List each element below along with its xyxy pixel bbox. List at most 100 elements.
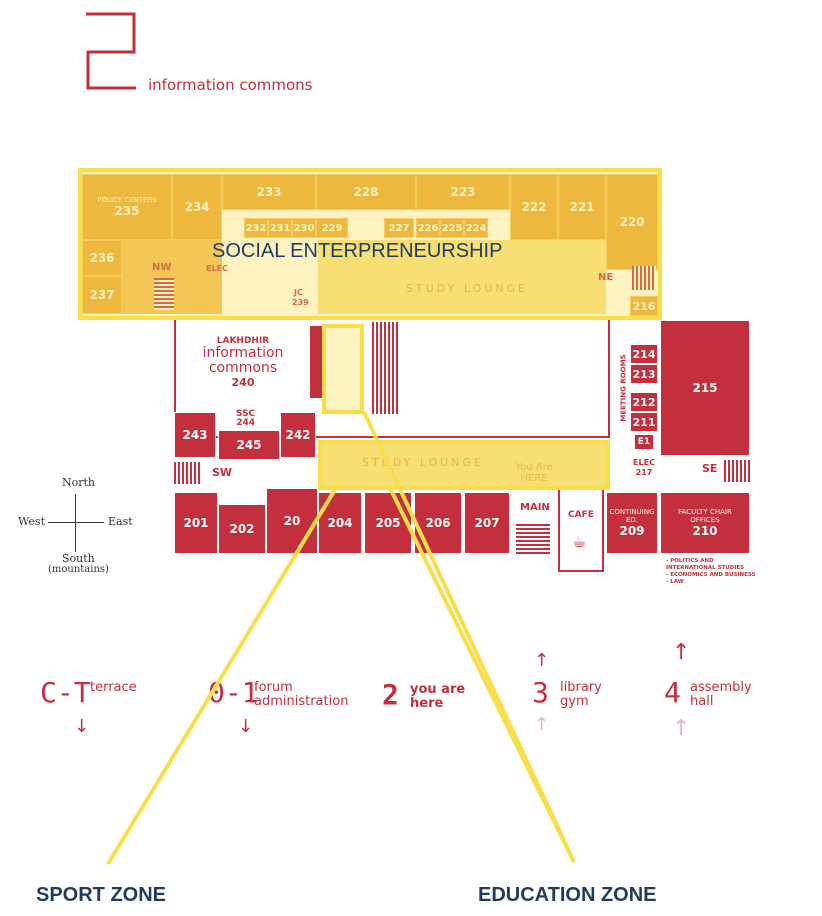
compass-north: North xyxy=(62,476,96,489)
room-239-label: 239 xyxy=(292,298,309,307)
cafe-label: CAFE xyxy=(568,510,594,520)
ne-text: NE xyxy=(598,272,614,283)
room-237: 237 xyxy=(82,276,122,314)
room-212: 212 xyxy=(630,392,658,412)
main-stairs xyxy=(516,524,550,556)
room-222: 222 xyxy=(510,174,558,240)
room-202: 202 xyxy=(218,504,266,554)
room-227: 227 xyxy=(384,218,414,238)
compass: North West East South (mountains) xyxy=(12,476,142,626)
nw-text: NW xyxy=(152,262,172,273)
departments-list: - POLITICS AND INTERNATIONAL STUDIES - E… xyxy=(666,558,762,586)
floor-ct-arrow: ↓ xyxy=(74,716,90,737)
study-lounge-mid-label: STUDY LOUNGE xyxy=(362,456,484,469)
compass-east: East xyxy=(108,515,133,528)
sw-label: SW xyxy=(212,466,233,479)
floor-digit-logo xyxy=(84,12,136,90)
floor-3-arrow-up: ↑ xyxy=(534,650,550,671)
room-234: 234 xyxy=(172,174,222,240)
floor-4-arrow-up: ↑ xyxy=(672,640,691,665)
room-210-number: 210 xyxy=(692,524,718,538)
ne-stairs-label: NE xyxy=(598,272,613,283)
elec217-label: ELEC 217 xyxy=(633,458,655,477)
sport-zone-line xyxy=(106,486,338,866)
info-commons-label: information commons xyxy=(202,344,284,376)
room-233: 233 xyxy=(222,174,316,210)
room-226: 226 xyxy=(416,218,440,238)
room-232: 232 xyxy=(244,218,268,238)
room-221: 221 xyxy=(558,174,606,240)
room-213: 213 xyxy=(630,364,658,384)
lakhdhir-label: LAKHDHIR xyxy=(216,335,270,346)
se-label: SE xyxy=(702,462,718,475)
room-216: 216 xyxy=(630,296,658,316)
room-220: 220 xyxy=(606,174,658,270)
sport-zone-title: SPORT ZONE xyxy=(36,884,167,906)
room-224: 224 xyxy=(464,218,488,238)
room-244-text: 244 xyxy=(236,418,255,428)
compass-vertical xyxy=(75,494,76,552)
header-title: information commons xyxy=(148,76,313,94)
elec-label: ELEC xyxy=(206,264,228,273)
room-214: 214 xyxy=(630,344,658,364)
floor-o1-text2: administration xyxy=(254,694,349,709)
study-lounge-top-area xyxy=(318,240,606,314)
room-203: 20 xyxy=(266,488,318,554)
floor-2-text1: you are xyxy=(410,682,466,697)
room-207: 207 xyxy=(464,492,510,554)
floor-4-text1: assembly xyxy=(690,680,752,695)
floor-4-text2: hall xyxy=(690,694,714,709)
floor-2-digit: 2 xyxy=(382,678,399,711)
floor-ct-digit: C-T xyxy=(40,676,91,709)
education-zone-title: EDUCATION ZONE xyxy=(478,884,657,906)
social-zone-box xyxy=(78,168,662,320)
room-235: POLICY CENTERS 235 xyxy=(82,174,172,240)
room-231: 231 xyxy=(268,218,292,238)
floor-o1-arrow: ↓ xyxy=(238,716,254,737)
room-209-number: 209 xyxy=(619,524,645,538)
continuing-label: CONTINUING ED. xyxy=(609,508,655,524)
nw-stairs xyxy=(154,278,174,310)
floor-3-digit: 3 xyxy=(532,676,549,709)
floor-3-arrow-faint: ↑ xyxy=(534,714,550,735)
you-are-here-label: You Are HERE xyxy=(515,462,553,484)
info-desk xyxy=(310,326,324,398)
room-230: 230 xyxy=(292,218,316,238)
department-politics: - POLITICS AND INTERNATIONAL STUDIES xyxy=(666,558,745,571)
compass-horizontal xyxy=(48,522,104,523)
social-zone-title: SOCIAL ENTERPRENEURSHIP xyxy=(212,240,503,262)
room-215: 215 xyxy=(660,320,750,456)
ssc-label: SSC 244 xyxy=(236,410,255,428)
central-stairs xyxy=(372,322,400,414)
floor-4-arrow-faint: ↑ xyxy=(672,716,691,741)
jc-label: JC xyxy=(294,288,303,297)
info-commons-room: LAKHDHIR information commons 240 xyxy=(176,320,310,404)
study-lounge-mid-area xyxy=(322,444,606,486)
lounge-highlight-box xyxy=(318,440,610,490)
room-225: 225 xyxy=(440,218,464,238)
ne-stairs xyxy=(632,266,656,290)
faculty-chair-label: FACULTY CHAIR OFFICES xyxy=(678,508,732,524)
study-lounge-top-label: STUDY LOUNGE xyxy=(406,282,528,295)
se-stairs xyxy=(724,460,752,482)
room-235-number: 235 xyxy=(114,204,140,218)
room-229: 229 xyxy=(316,218,348,238)
floor-4-digit: 4 xyxy=(664,676,681,709)
floor-3-text2: gym xyxy=(560,694,589,709)
room-223: 223 xyxy=(416,174,510,210)
room-236: 236 xyxy=(82,240,122,276)
room-243: 243 xyxy=(174,412,216,458)
department-economics: - ECONOMICS AND BUSINESS xyxy=(666,572,756,578)
desk-highlight-box xyxy=(322,324,364,414)
room-211: 211 xyxy=(630,412,658,432)
room-201: 201 xyxy=(174,492,218,554)
room-228: 228 xyxy=(316,174,416,210)
floor-2-text2: here xyxy=(410,696,444,711)
cafe-icon: ☕ xyxy=(572,532,587,551)
policy-centers-label: POLICY CENTERS xyxy=(97,196,157,204)
floor-ct-text: terrace xyxy=(90,680,137,695)
sw-stairs xyxy=(174,462,202,484)
room-209: CONTINUING ED. 209 xyxy=(606,492,658,554)
